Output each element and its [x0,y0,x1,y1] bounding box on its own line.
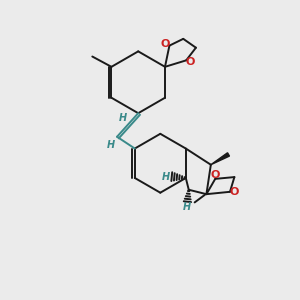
Polygon shape [211,153,230,165]
Text: H: H [183,202,191,212]
Text: O: O [230,188,239,197]
Text: H: H [119,113,127,124]
Text: O: O [160,39,170,50]
Text: H: H [106,140,115,150]
Text: O: O [186,56,195,67]
Text: O: O [210,170,220,180]
Text: H: H [162,172,170,182]
